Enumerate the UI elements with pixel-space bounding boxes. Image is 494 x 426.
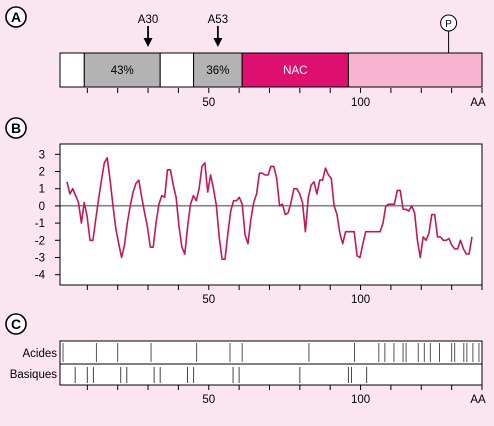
axis-tick-label: 100 (351, 294, 370, 306)
mutation-marker-a53-label: A53 (208, 14, 228, 26)
mutation-marker-a53: A53 (208, 14, 228, 47)
domain-segment (59, 52, 85, 88)
down-arrow-icon (213, 38, 223, 47)
phosphorylation-site: P (440, 14, 458, 53)
plot-area (59, 143, 483, 286)
panel-a-badge-label: A (11, 9, 21, 25)
y-axis-tick-label: 1 (39, 184, 45, 196)
y-axis-tick-label: 2 (39, 167, 45, 179)
axis-tick-label: 50 (202, 294, 215, 306)
y-axis-tick-label: -4 (35, 270, 46, 282)
phospho-circle-icon (440, 14, 458, 32)
axis-tick-label: 50 (202, 394, 215, 406)
hydropathy-curve (66, 157, 473, 261)
domain-segment (347, 52, 483, 88)
panel-b-axis: 50 100 (86, 285, 483, 306)
domain-segment-label: 36% (206, 65, 229, 77)
panel-c-badge: C (5, 313, 27, 335)
domain-segment (83, 52, 161, 88)
basic-track (59, 363, 483, 386)
panel-b-badge: B (5, 117, 27, 139)
row-label-acides: Acides (22, 348, 57, 360)
y-axis: 3 2 1 0 -1 -2 -3 -4 (35, 149, 60, 282)
phospho-label: P (445, 19, 452, 30)
mutation-marker-a30: A30 (138, 14, 158, 47)
domain-segment-label: NAC (283, 65, 307, 77)
axis-tick-label: 50 (202, 97, 215, 109)
y-axis-tick-label: -3 (35, 252, 45, 264)
panel-b: B 3 2 1 0 -1 -2 -3 -4 50 100 (5, 117, 483, 306)
axis-unit-label: AA (470, 97, 486, 109)
acid-marks (62, 343, 480, 362)
y-axis-tick-label: 0 (39, 201, 45, 213)
axis-tick-label: 100 (351, 394, 370, 406)
y-axis-tick-label: -1 (35, 218, 45, 230)
panel-a-badge: A (5, 6, 27, 28)
domain-segment-label: 43% (111, 65, 134, 77)
axis-tick-label: 100 (351, 97, 370, 109)
y-axis-tick-label: 3 (39, 149, 45, 161)
basic-marks (74, 367, 368, 383)
domain-segment (159, 52, 195, 88)
axis-unit-label: AA (470, 394, 486, 406)
panel-a-axis: 50 100 AA (86, 88, 486, 109)
panel-c-axis: 50 100 AA (86, 385, 486, 406)
mutation-marker-a30-label: A30 (138, 14, 158, 26)
down-arrow-icon (143, 38, 153, 47)
panel-b-badge-label: B (11, 120, 21, 136)
panel-c: C Acides Basiques 50 100 AA (5, 313, 486, 406)
domain-bar: 43% 36% NAC (59, 52, 483, 88)
panel-a: A 43% 36% NAC A30 A53 P 50 100 AA (5, 6, 486, 109)
row-label-basiques: Basiques (10, 369, 58, 381)
y-axis-tick-label: -2 (35, 235, 45, 247)
panel-c-badge-label: C (11, 316, 21, 332)
